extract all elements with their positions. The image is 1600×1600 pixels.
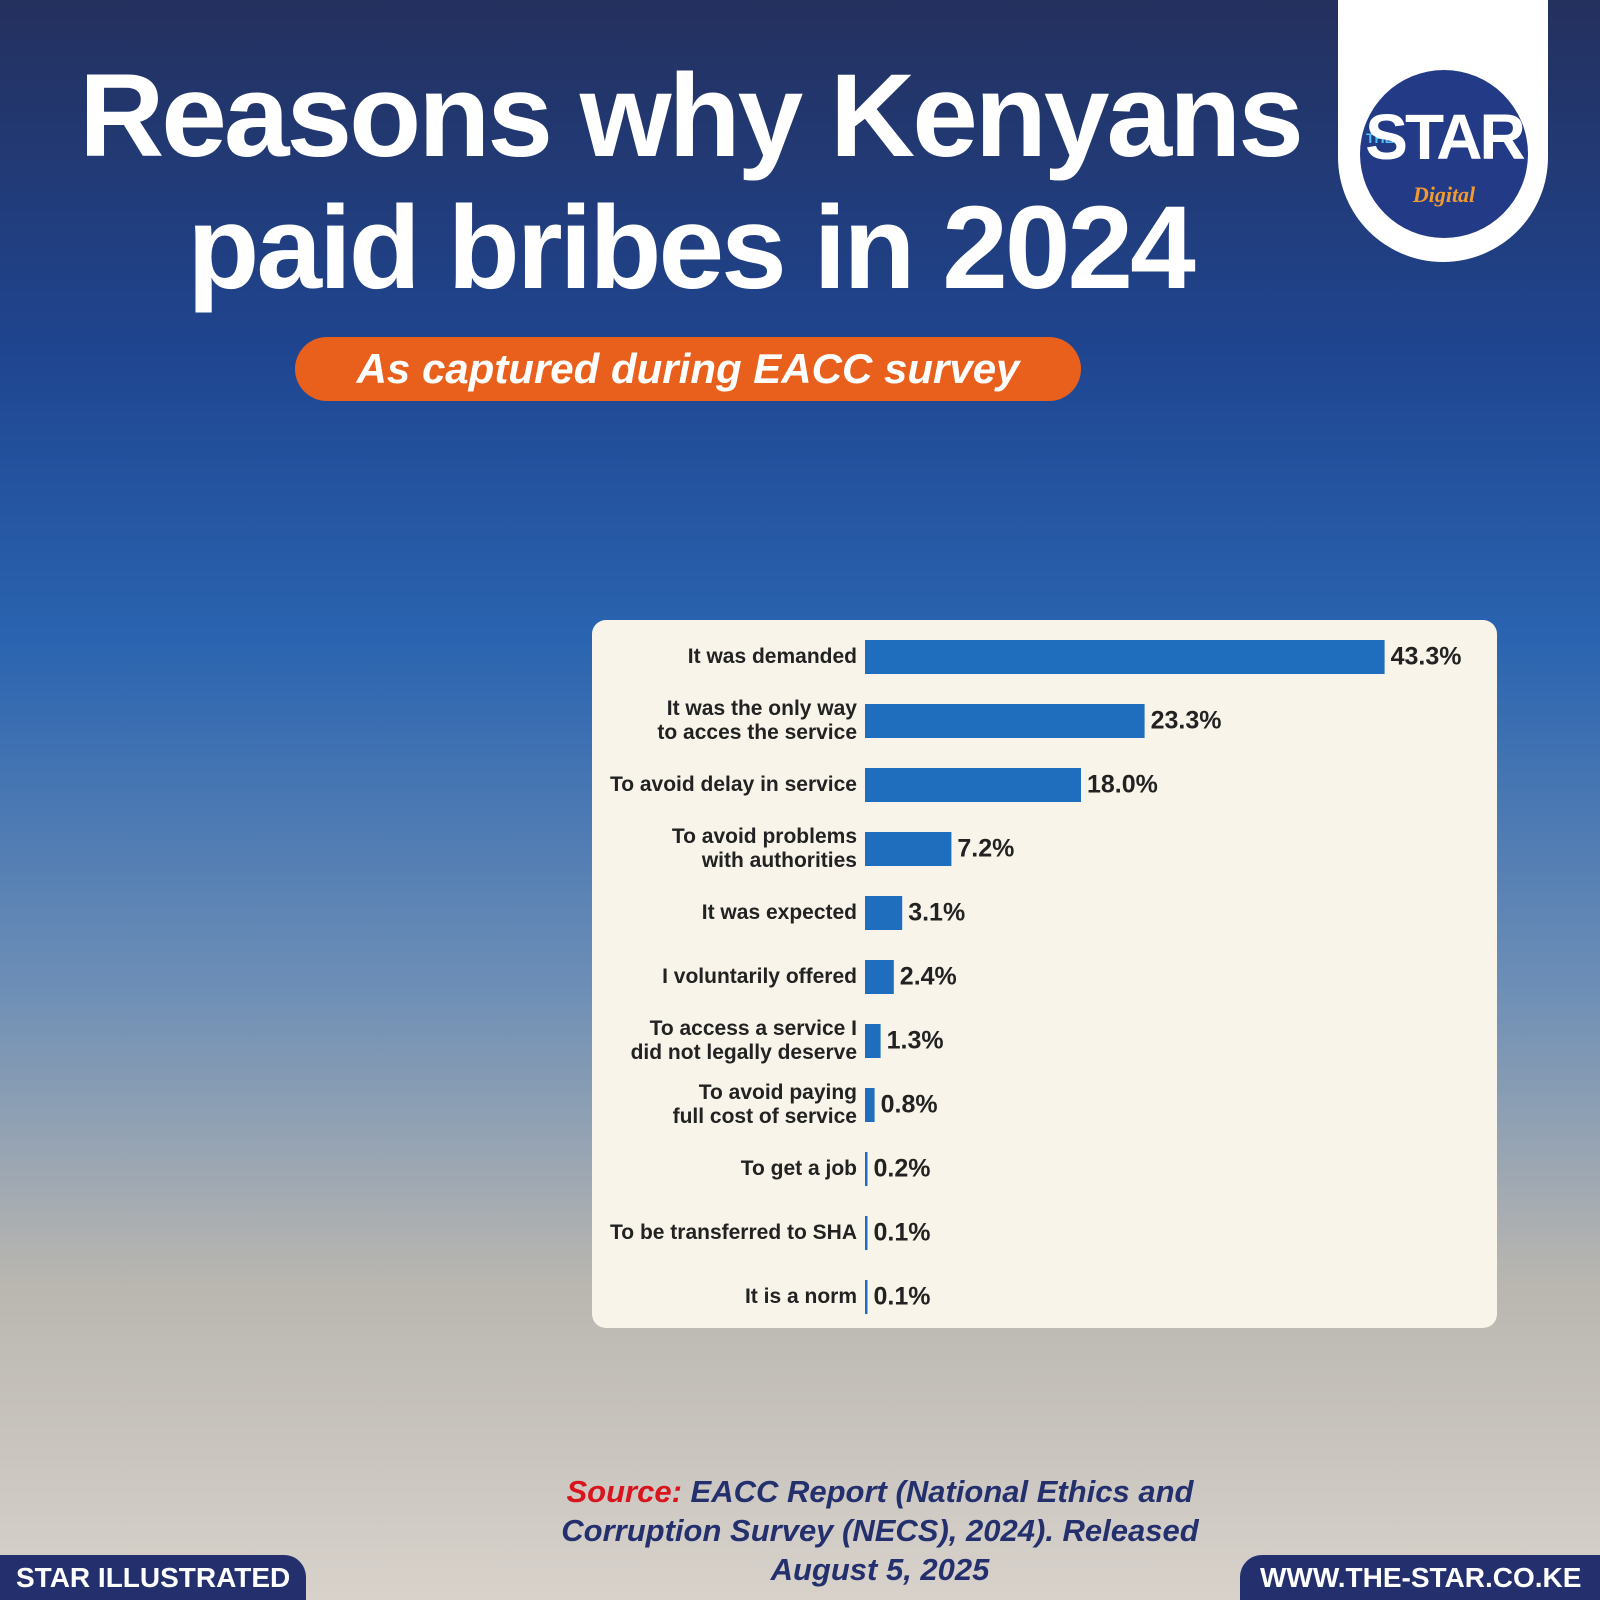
source: Source: EACC Report (National Ethics and… (560, 1472, 1200, 1589)
category-line: To avoid paying (699, 1081, 857, 1104)
bar (865, 1280, 868, 1314)
value-label: 7.2% (957, 835, 1014, 863)
source-text: EACC Report (National Ethics and Corrupt… (561, 1474, 1199, 1587)
value-label: 1.3% (887, 1027, 944, 1055)
category-line: It was expected (702, 901, 857, 924)
category-label: It was demanded (688, 645, 857, 668)
value-label: 0.1% (874, 1283, 931, 1311)
bar (865, 1024, 881, 1058)
source-label: Source: (566, 1474, 682, 1509)
bar (865, 704, 1145, 738)
credit: STAR ILLUSTRATED (0, 1555, 306, 1600)
category-line: To avoid delay in service (610, 773, 857, 796)
category-line: It was demanded (688, 645, 857, 668)
category-line: To avoid problems (672, 825, 857, 848)
bar (865, 768, 1081, 802)
category-label: It was the only way to acces the service (657, 697, 857, 744)
bar (865, 960, 894, 994)
value-label: 3.1% (908, 899, 965, 927)
value-label: 2.4% (900, 963, 957, 991)
category-line: It is a norm (745, 1285, 857, 1308)
category-label: It was expected (702, 901, 857, 924)
category-line: to acces the service (657, 721, 857, 744)
bar (865, 1088, 875, 1122)
value-label: 0.2% (874, 1155, 931, 1183)
category-line: did not legally deserve (631, 1041, 857, 1064)
bar (865, 1216, 868, 1250)
category-label: To avoid paying full cost of service (673, 1081, 857, 1128)
value-label: 23.3% (1151, 707, 1222, 735)
category-line: I voluntarily offered (662, 965, 857, 988)
bar (865, 832, 952, 866)
category-line: full cost of service (673, 1105, 857, 1128)
value-label: 0.8% (881, 1091, 938, 1119)
logo: THE STAR Digital (1360, 70, 1528, 238)
logo-main: STAR (1365, 101, 1525, 173)
category-line: with authorities (701, 849, 857, 872)
bar (865, 1152, 868, 1186)
category-line: To get a job (741, 1157, 857, 1180)
website: WWW.THE-STAR.CO.KE (1240, 1555, 1600, 1600)
category-label: To avoid problems with authorities (672, 825, 857, 872)
category-label: It is a norm (745, 1285, 857, 1308)
bar (865, 896, 903, 930)
category-label: I voluntarily offered (662, 965, 857, 988)
category-line: It was the only way (667, 697, 858, 720)
category-label: To get a job (741, 1157, 857, 1180)
subtitle: As captured during EACC survey (295, 337, 1081, 401)
category-label: To be transferred to SHA (610, 1221, 857, 1244)
bar (865, 640, 1385, 674)
category-line: To access a service I (650, 1017, 857, 1040)
chart-title: Reasons why Kenyans paid bribes in 2024 (79, 50, 1304, 314)
value-label: 18.0% (1087, 771, 1158, 799)
logo-sub: Digital (1412, 182, 1476, 207)
value-label: 43.3% (1391, 643, 1462, 671)
category-label: To avoid delay in service (610, 773, 857, 796)
value-label: 0.1% (874, 1219, 931, 1247)
logo-small: THE (1366, 130, 1394, 146)
category-line: To be transferred to SHA (610, 1221, 857, 1244)
